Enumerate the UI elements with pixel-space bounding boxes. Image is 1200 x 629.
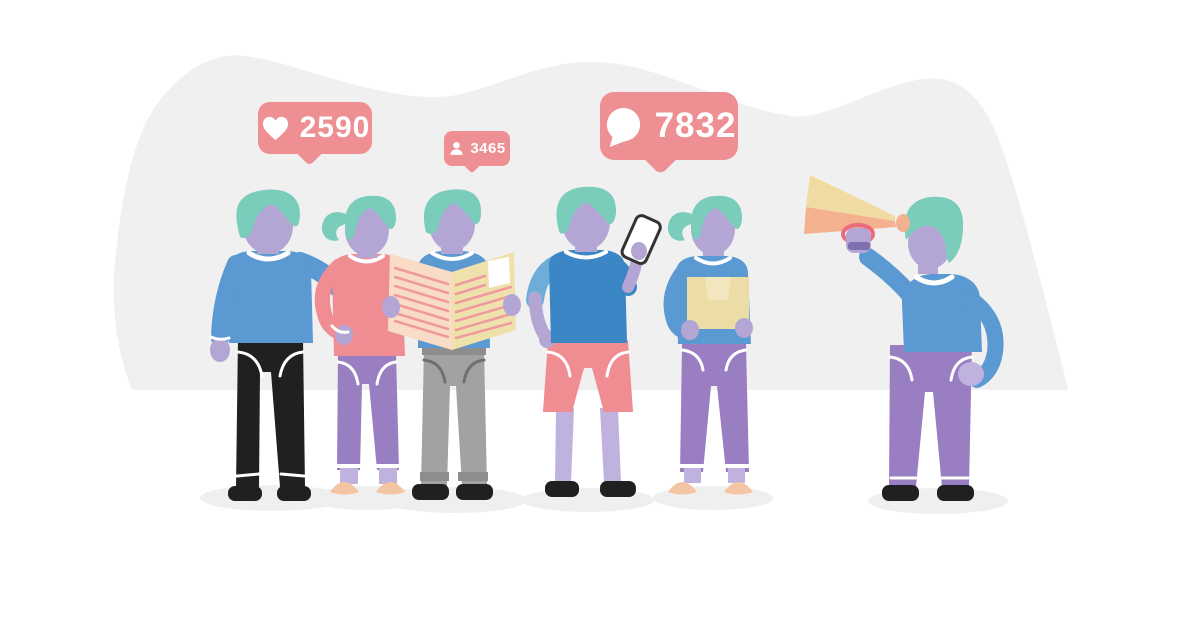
megaphone: [804, 175, 910, 253]
p4-shoe-left: [545, 481, 579, 497]
p4-torso: [549, 250, 627, 343]
p5-ponytail: [667, 212, 696, 241]
p6-pocket-left: [888, 355, 914, 382]
p1-wrist-cuff: [209, 335, 231, 341]
p5-hair: [690, 195, 743, 240]
p6-torso: [902, 274, 982, 352]
p3-hair: [423, 189, 482, 234]
p5-foot-right: [724, 482, 753, 495]
p5-hand-left: [681, 320, 699, 340]
p4-hand-right: [631, 242, 647, 260]
p6-wristband: [848, 242, 870, 250]
p4-leg-left: [555, 408, 574, 483]
p3-hand-left: [382, 296, 400, 318]
p2-foot-left: [330, 482, 359, 495]
p2-foot-right: [376, 482, 405, 495]
shadow: [383, 487, 527, 513]
likes-count: 2590: [299, 111, 371, 144]
p2-hair: [344, 195, 397, 240]
followers-count: 3465: [470, 140, 506, 157]
p3-cuff-left: [420, 472, 449, 481]
newspaper-photo-box: [488, 257, 510, 288]
p1-hair: [236, 189, 300, 238]
p5-collar: [694, 256, 732, 266]
p3-pants: [421, 348, 487, 486]
p2-ponytail: [321, 212, 350, 241]
p2-hand: [335, 325, 353, 345]
p1-pocket-left: [236, 350, 264, 378]
megaphone-cone-top: [806, 175, 895, 221]
p4-hair: [556, 186, 617, 234]
p1-arm-left: [211, 255, 245, 347]
p5-pocket-right: [724, 348, 748, 372]
likes-badge: 2590: [258, 102, 372, 166]
p1-shoe-right: [277, 486, 311, 501]
p3-waistband: [422, 344, 486, 355]
p5-hand-right: [735, 318, 753, 338]
p6-hand-hip: [958, 362, 984, 386]
followers-badge: 3465: [444, 131, 510, 174]
p6-pocket-right: [949, 355, 974, 382]
p2-wrist-cuff: [330, 324, 350, 334]
p5-pants: [680, 344, 749, 472]
person-box: [663, 195, 753, 495]
megaphone-cone-bottom: [804, 207, 896, 234]
p2-pocket-left: [336, 360, 360, 386]
p3-collar: [430, 251, 474, 261]
p2-pants: [337, 352, 399, 470]
p5-ankle-right: [728, 468, 745, 483]
heart-icon: [262, 116, 288, 140]
person-blue-sweater: [209, 189, 354, 501]
p4-pocket-right: [605, 350, 630, 378]
p4-shorts: [543, 340, 633, 412]
p1-cuffs: [235, 472, 306, 478]
p3-cuff-right: [458, 472, 488, 481]
p6-shoe-right: [937, 485, 974, 501]
p4-shoe-right: [600, 481, 636, 497]
p1-shoe-left: [228, 486, 262, 501]
comments-badge: 7832: [600, 92, 738, 176]
p3-shoe-left: [412, 484, 449, 500]
person-icon: [450, 142, 463, 155]
newspaper-lines-right: [454, 274, 513, 340]
comments-count: 7832: [654, 106, 737, 145]
megaphone-mouthpiece: [896, 214, 910, 232]
p1-pants: [236, 338, 305, 487]
p6-shoe-left: [882, 485, 919, 501]
p1-torso: [227, 251, 313, 343]
p4-pocket-left: [546, 350, 572, 378]
p6-collar: [913, 274, 955, 286]
p1-pocket-right: [278, 350, 305, 378]
p2-ankle-left: [340, 468, 358, 484]
p2-ankle-right: [379, 468, 397, 484]
p2-collar: [348, 254, 385, 264]
p4-leg-right: [600, 408, 621, 483]
p3-shoe-right: [456, 484, 493, 500]
p5-ankle-left: [684, 468, 701, 483]
p5-foot-left: [668, 482, 697, 495]
p1-hand-left: [210, 338, 230, 362]
p1-collar: [246, 250, 291, 262]
p5-pocket-left: [680, 348, 705, 372]
p3-hand-right: [503, 294, 521, 316]
p6-arm-hip: [964, 292, 1004, 388]
person-pink-sweater: [314, 195, 405, 495]
newspaper-lines-left: [393, 266, 450, 339]
person-megaphone: [859, 196, 1004, 501]
p4-collar: [564, 250, 608, 260]
speech-bubble-icon: [606, 107, 640, 147]
p6-hair: [904, 196, 964, 263]
box-flap: [705, 277, 731, 300]
p3-pocket-right: [462, 358, 486, 384]
p6-pants: [889, 345, 972, 487]
person-phone: [526, 186, 662, 497]
person-newspaper: [382, 189, 521, 500]
p3-pocket-left: [422, 358, 447, 384]
p2-pocket-right: [375, 360, 398, 386]
newspaper: [382, 252, 521, 350]
